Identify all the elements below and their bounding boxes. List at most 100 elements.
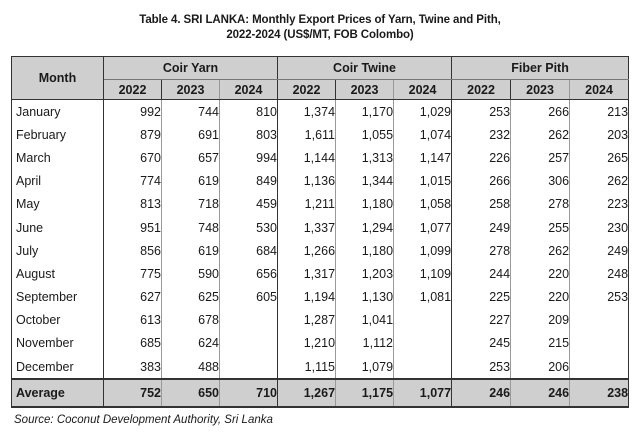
price-cell: 657 — [161, 146, 220, 170]
price-cell — [569, 331, 630, 356]
average-cell: 650 — [161, 378, 220, 409]
price-cell: 459 — [218, 192, 278, 216]
price-cell: 266 — [510, 99, 570, 124]
group-header-coir-yarn: Coir Yarn — [102, 56, 279, 80]
price-cell: 206 — [510, 355, 570, 380]
year-header: 2022 — [103, 79, 162, 100]
year-header: 2023 — [335, 79, 395, 100]
table-body: January 992 744 810 1,374 1,170 1,029 253 266 213… — [11, 99, 630, 380]
price-cell: 1,180 — [335, 239, 394, 263]
price-cell: 213 — [569, 99, 630, 124]
average-cell: 752 — [103, 378, 162, 409]
price-cell: 253 — [569, 285, 630, 309]
price-cell: 262 — [510, 123, 570, 147]
price-cell: 1,115 — [277, 355, 336, 380]
year-header: 2022 — [451, 79, 512, 100]
month-cell: April — [11, 169, 104, 193]
price-cell: 1,210 — [277, 331, 336, 356]
price-cell: 1,074 — [393, 123, 452, 147]
price-cell: 245 — [451, 331, 511, 356]
price-cell: 249 — [569, 239, 630, 263]
price-cell: 220 — [510, 262, 570, 286]
price-cell: 1,099 — [393, 239, 452, 263]
price-cell: 1,344 — [335, 169, 394, 193]
price-cell: 1,287 — [277, 308, 336, 332]
price-cell: 1,374 — [277, 99, 336, 124]
price-cell: 691 — [161, 123, 220, 147]
price-cell: 266 — [451, 169, 511, 193]
price-cell: 1,317 — [277, 262, 336, 286]
table-row: January 992 744 810 1,374 1,170 1,029 253 266 213 — [11, 99, 630, 124]
price-cell: 1,147 — [393, 146, 452, 170]
price-cell — [218, 308, 278, 332]
price-cell: 774 — [103, 169, 162, 193]
price-cell: 856 — [103, 239, 162, 263]
price-cell — [218, 331, 278, 356]
year-header: 2024 — [569, 79, 630, 100]
price-cell: 1,055 — [335, 123, 394, 147]
price-cell: 619 — [161, 239, 220, 263]
price-cell — [569, 308, 630, 332]
price-cell — [393, 308, 452, 332]
price-cell: 244 — [451, 262, 511, 286]
price-cell: 849 — [218, 169, 278, 193]
price-cell: 265 — [569, 146, 630, 170]
price-cell: 383 — [103, 355, 162, 380]
price-cell: 744 — [161, 99, 220, 124]
price-cell: 278 — [451, 239, 511, 263]
price-cell: 605 — [218, 285, 278, 309]
average-cell: 238 — [569, 378, 630, 409]
price-cell — [393, 355, 452, 380]
table-row: August 775 590 656 1,317 1,203 1,109 244 220 248 — [11, 262, 630, 286]
price-cell: 257 — [510, 146, 570, 170]
price-cell: 262 — [510, 239, 570, 263]
price-cell: 253 — [451, 99, 511, 124]
price-cell: 627 — [103, 285, 162, 309]
month-cell: November — [11, 331, 104, 356]
price-cell: 225 — [451, 285, 511, 309]
price-cell: 1,144 — [277, 146, 336, 170]
price-cell: 488 — [161, 355, 220, 380]
price-cell: 624 — [161, 331, 220, 356]
price-cell: 1,130 — [335, 285, 394, 309]
price-cell: 670 — [103, 146, 162, 170]
average-cell: 710 — [218, 378, 278, 409]
month-cell: October — [11, 308, 104, 332]
price-cell — [218, 355, 278, 380]
month-cell: January — [11, 99, 104, 124]
price-cell: 306 — [510, 169, 570, 193]
price-cell — [393, 331, 452, 356]
price-cell: 813 — [103, 192, 162, 216]
price-cell: 1,313 — [335, 146, 394, 170]
price-cell: 209 — [510, 308, 570, 332]
price-cell: 230 — [569, 215, 630, 240]
source-note: Source: Coconut Development Authority, S… — [14, 414, 273, 426]
table-row: September 627 625 605 1,194 1,130 1,081 225 220 2… — [11, 285, 630, 309]
price-cell: 1,136 — [277, 169, 336, 193]
price-cell: 530 — [218, 215, 278, 240]
price-cell: 879 — [103, 123, 162, 147]
year-header: 2024 — [393, 79, 453, 100]
price-cell: 1,058 — [393, 192, 452, 216]
table-header: Month Coir Yarn Coir Twine Fiber Pith 20… — [11, 56, 630, 100]
price-cell: 1,170 — [335, 99, 394, 124]
price-cell: 613 — [103, 308, 162, 332]
price-cell: 1,109 — [393, 262, 452, 286]
month-cell: July — [11, 239, 104, 263]
price-cell: 951 — [103, 215, 162, 240]
price-cell: 590 — [161, 262, 220, 286]
group-header-fiber-pith: Fiber Pith — [451, 56, 630, 80]
average-label: Average — [11, 378, 104, 409]
price-cell: 215 — [510, 331, 570, 356]
price-cell: 223 — [569, 192, 630, 216]
year-header: 2024 — [218, 79, 279, 100]
price-cell: 248 — [569, 262, 630, 286]
average-row: Average 752 650 710 1,267 1,175 1,077 24… — [11, 378, 630, 409]
price-cell: 656 — [218, 262, 278, 286]
month-cell: December — [11, 355, 104, 380]
table-row: May 813 718 459 1,211 1,180 1,058 258 278 223 — [11, 192, 630, 216]
price-cell: 718 — [161, 192, 220, 216]
year-header: 2023 — [510, 79, 571, 100]
price-cell: 1,081 — [393, 285, 452, 309]
price-cell: 1,337 — [277, 215, 336, 240]
